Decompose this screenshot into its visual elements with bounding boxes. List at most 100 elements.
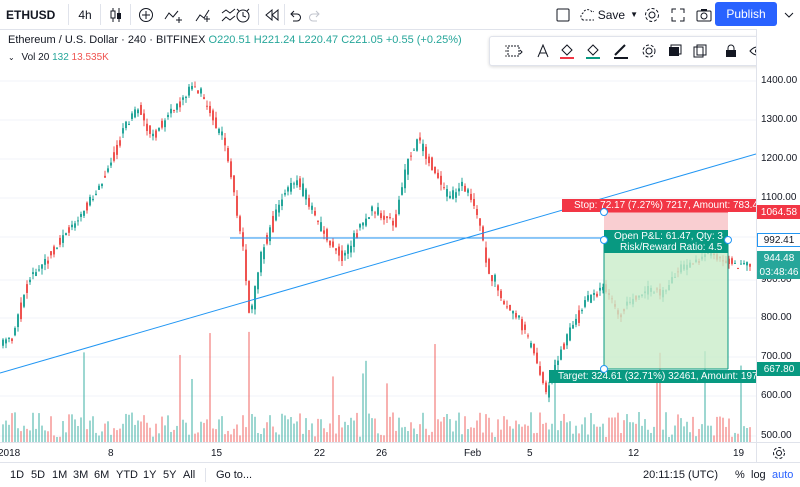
candle-body — [113, 152, 115, 161]
range-all[interactable]: All — [183, 469, 196, 481]
candle-body — [218, 128, 220, 134]
candle-body — [263, 247, 265, 260]
time-label: 8 — [108, 448, 114, 459]
indicators-icon[interactable] — [160, 0, 188, 29]
layout-square-icon[interactable] — [551, 0, 575, 29]
volume-value-2: 13.535K — [71, 52, 109, 63]
volume-bar — [743, 426, 745, 442]
camera-icon[interactable] — [692, 0, 716, 29]
volume-bar — [8, 424, 10, 442]
text-icon[interactable] — [530, 37, 556, 65]
volume-bar — [449, 419, 451, 442]
width-handle[interactable] — [724, 236, 732, 244]
range-ytd[interactable]: YTD — [116, 469, 138, 481]
candle-body — [53, 246, 55, 255]
range-1d[interactable]: 1D — [10, 469, 25, 481]
volume-bar — [395, 430, 397, 442]
go-to-date-button[interactable]: Go to... — [216, 469, 253, 481]
trend-line[interactable] — [0, 153, 756, 374]
clock[interactable]: 20:11:15 (UTC) — [643, 469, 718, 481]
fill-bucket-red-icon[interactable] — [554, 37, 580, 65]
candle-body — [452, 190, 454, 199]
range-1m[interactable]: 1M — [52, 469, 68, 481]
undo-icon[interactable] — [284, 0, 306, 29]
time-label: 19 — [733, 448, 745, 459]
compare-icon[interactable] — [216, 0, 242, 29]
volume-bar — [233, 428, 235, 442]
range-1y[interactable]: 1Y — [143, 469, 157, 481]
target-zone[interactable] — [604, 240, 728, 369]
price-chart[interactable] — [0, 29, 756, 442]
drag-handle-icon[interactable] — [494, 37, 520, 65]
volume-bar — [698, 428, 700, 442]
alert-clock-icon[interactable] — [230, 0, 256, 29]
candle-body — [83, 210, 85, 216]
symbol-search-button[interactable]: ETHUSD — [6, 7, 56, 22]
candle-body — [239, 216, 241, 232]
entry-handle[interactable] — [600, 236, 608, 244]
fill-bucket-green-icon[interactable] — [580, 37, 606, 65]
clone-icon[interactable] — [688, 37, 714, 65]
volume-bar — [50, 416, 52, 442]
volume-legend[interactable]: ⌄ Vol 20 132 13.535K — [8, 52, 109, 63]
compare-add-icon[interactable] — [134, 0, 158, 29]
candle-body — [422, 143, 424, 152]
candle-body — [296, 180, 298, 186]
range-6m[interactable]: 6M — [94, 469, 110, 481]
range-3m[interactable]: 3M — [73, 469, 89, 481]
settings-gear-icon[interactable] — [636, 37, 662, 65]
volume-bar — [380, 434, 382, 442]
fullscreen-icon[interactable] — [666, 0, 690, 29]
candle-body — [524, 324, 526, 330]
candle-body — [269, 227, 271, 242]
volume-bar — [371, 418, 373, 442]
target-handle[interactable] — [600, 365, 608, 373]
auto-scale-toggle[interactable]: auto — [772, 469, 794, 481]
volume-bar — [353, 420, 355, 442]
redo-icon[interactable] — [304, 0, 326, 29]
volume-bar — [101, 431, 103, 442]
volume-bar — [47, 431, 49, 442]
volume-bar — [296, 421, 298, 442]
chevron-down-icon[interactable]: ⌄ — [8, 53, 15, 62]
range-5y[interactable]: 5Y — [163, 469, 177, 481]
log-scale-toggle[interactable]: log — [751, 469, 766, 481]
volume-bar — [128, 414, 130, 442]
series-legend[interactable]: Ethereum / U.S. Dollar · 240 · BITFINEX … — [8, 34, 462, 46]
volume-bar — [125, 413, 127, 442]
publish-button[interactable]: Publish — [715, 2, 777, 26]
volume-bar — [479, 412, 481, 442]
save-button[interactable]: Save ▼ — [578, 0, 638, 29]
time-axis[interactable]: 2018 8 15 22 26 Feb 5 12 19 — [0, 442, 756, 463]
volume-bar — [110, 434, 112, 442]
candles-chart-type-icon[interactable] — [104, 0, 128, 29]
candle-body — [254, 286, 256, 310]
candle-body — [560, 349, 562, 360]
volume-bar — [224, 434, 226, 442]
rr-label: Risk/Reward Ratio: 4.5 — [620, 242, 723, 253]
candle-body — [107, 168, 109, 172]
volume-bar — [56, 436, 58, 442]
interval-button[interactable]: 4h — [78, 7, 92, 22]
candle-body — [230, 161, 232, 178]
template-icon[interactable] — [502, 37, 528, 65]
settings-gear-icon[interactable] — [640, 0, 664, 29]
replay-icon[interactable] — [260, 0, 284, 29]
layers-icon[interactable] — [662, 37, 688, 65]
lock-icon[interactable] — [718, 37, 744, 65]
templates-icon[interactable] — [190, 0, 216, 29]
chevron-down-icon[interactable] — [778, 0, 800, 29]
volume-bar — [542, 423, 544, 442]
volume-bar — [215, 429, 217, 442]
candle-body — [518, 315, 520, 318]
volume-bar — [446, 414, 448, 442]
percent-scale-toggle[interactable]: % — [735, 469, 745, 481]
stop-handle[interactable] — [600, 208, 608, 216]
candle-body — [233, 175, 235, 193]
candle-body — [272, 215, 274, 233]
volume-bar — [341, 427, 343, 442]
pencil-icon[interactable] — [608, 37, 634, 65]
price-axis[interactable]: 1400.00 1300.00 1200.00 1100.00 900.00 8… — [756, 29, 800, 442]
chart-settings-gear-icon[interactable] — [756, 442, 800, 463]
range-5d[interactable]: 5D — [31, 469, 46, 481]
